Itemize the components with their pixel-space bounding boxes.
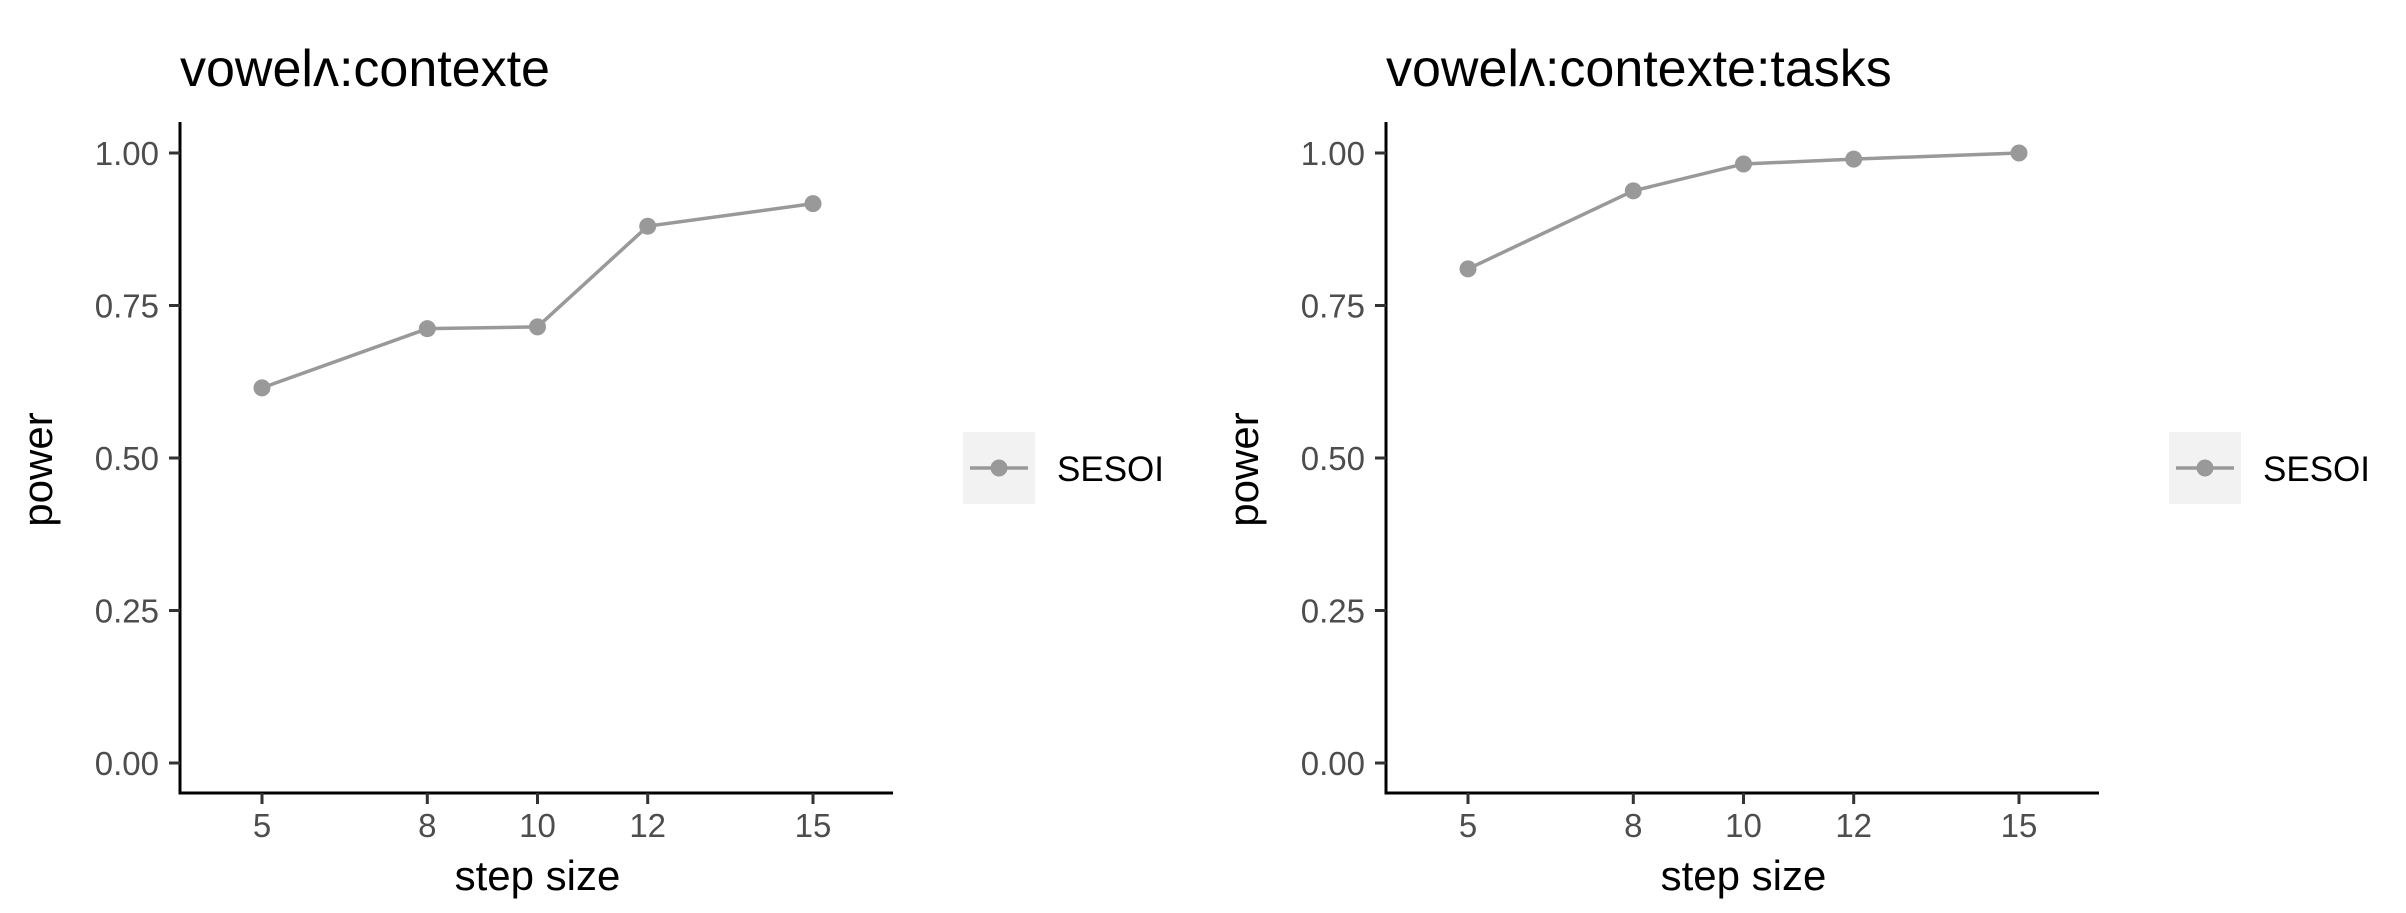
y-tick-label: 0.50 <box>1301 440 1365 477</box>
y-tick-label: 0.75 <box>1301 288 1365 325</box>
data-point <box>1624 182 1642 200</box>
y-tick-label: 0.00 <box>1301 745 1365 782</box>
x-axis-title: step size <box>455 852 621 899</box>
x-tick-label: 10 <box>519 807 556 844</box>
x-tick-label: 8 <box>418 807 436 844</box>
y-tick-label: 0.25 <box>1301 593 1365 630</box>
x-tick-label: 8 <box>1624 807 1642 844</box>
y-tick-label: 1.00 <box>95 135 159 172</box>
chart-title: vowelʌ:contexte <box>180 40 550 98</box>
y-axis-title: power <box>14 412 61 526</box>
x-tick-label: 12 <box>629 807 666 844</box>
data-point <box>529 318 546 336</box>
y-tick-label: 0.50 <box>95 440 159 477</box>
data-point <box>639 217 657 235</box>
legend-label: SESOI <box>1057 450 1164 489</box>
data-point <box>1735 155 1752 173</box>
y-tick-label: 1.00 <box>1301 135 1365 172</box>
x-tick-label: 5 <box>1459 807 1477 844</box>
data-point <box>418 320 436 338</box>
x-tick-label: 10 <box>1725 807 1762 844</box>
chart-panel-1: vowelʌ:contexte 0.00 0.25 0.50 0.75 1.00 5 8 10 1… <box>14 40 1164 899</box>
x-tick-label: 15 <box>795 807 832 844</box>
x-tick-label: 12 <box>1835 807 1872 844</box>
data-point <box>1845 150 1863 168</box>
data-point <box>253 379 271 397</box>
data-point <box>2010 144 2028 162</box>
chart-panel-2: vowelʌ:contexte:tasks 0.00 0.25 0.50 0.75 1.0… <box>1220 40 2370 899</box>
y-tick-label: 0.25 <box>95 593 159 630</box>
data-point <box>804 195 822 213</box>
legend-key-point <box>2196 459 2214 477</box>
y-tick-label: 0.00 <box>95 745 159 782</box>
data-point <box>1459 260 1477 278</box>
series-line <box>261 201 814 390</box>
chart-title: vowelʌ:contexte:tasks <box>1386 40 1892 98</box>
legend-label: SESOI <box>2263 450 2370 489</box>
x-tick-label: 5 <box>253 807 271 844</box>
legend-key-point <box>990 459 1008 477</box>
y-axis-title: power <box>1220 412 1267 526</box>
x-axis-title: step size <box>1661 852 1827 899</box>
y-tick-label: 0.75 <box>95 288 159 325</box>
x-tick-label: 15 <box>2001 807 2038 844</box>
